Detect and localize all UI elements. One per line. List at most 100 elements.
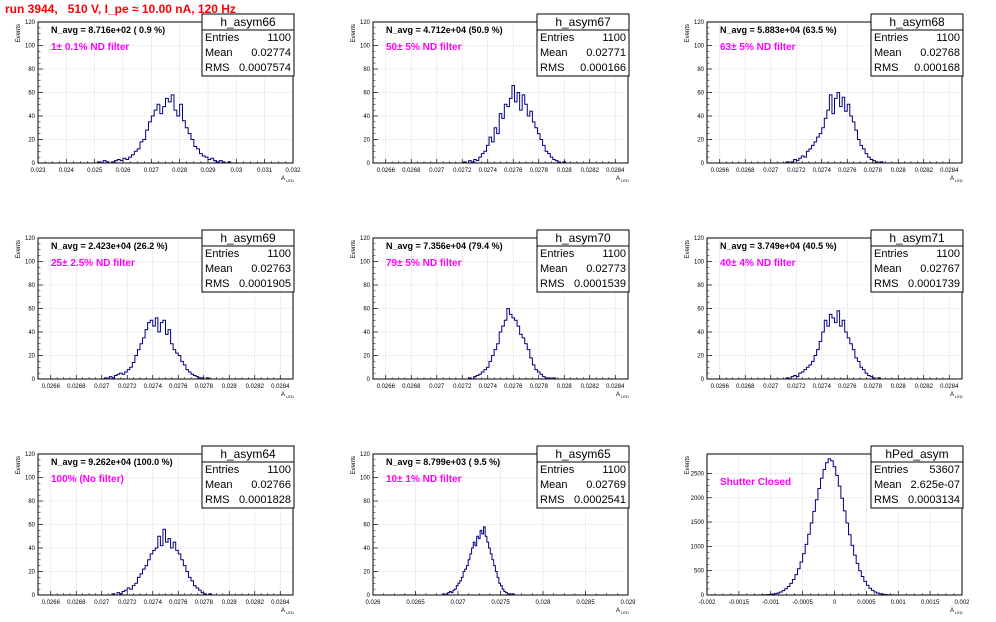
x-tick-label: 0.028 bbox=[172, 168, 188, 174]
filter-label: 10± 1% ND filter bbox=[386, 474, 462, 485]
histogram-panel-h_asym70: 0.0266 0.0268 0.027 0.0272 0.0274 0.0276 0.027… bbox=[343, 224, 633, 404]
x-axis-sublabel: LED bbox=[621, 178, 629, 183]
y-tick-label: 2500 bbox=[691, 471, 705, 477]
x-tick-label: 0.027 bbox=[763, 384, 779, 390]
stats-value: 0.02768 bbox=[920, 47, 960, 59]
filter-label: 100% (No filter) bbox=[51, 474, 124, 485]
x-tick-label: 0.0278 bbox=[530, 384, 549, 390]
x-tick-label: 0.0282 bbox=[246, 600, 265, 606]
x-tick-label: 0 bbox=[833, 600, 837, 606]
x-axis-sublabel: LED bbox=[621, 610, 629, 615]
y-tick-label: 40 bbox=[28, 330, 35, 336]
stats-key: RMS bbox=[540, 494, 564, 506]
x-tick-label: 0.0284 bbox=[606, 384, 625, 390]
y-axis-label: Events bbox=[16, 456, 22, 474]
x-tick-label: 0.027 bbox=[763, 168, 779, 174]
x-tick-label: 0.0268 bbox=[736, 384, 755, 390]
histogram-series bbox=[468, 308, 556, 380]
y-tick-label: 20 bbox=[363, 354, 370, 360]
x-tick-label: 0.027 bbox=[429, 168, 445, 174]
stats-box-frame bbox=[201, 13, 295, 77]
histogram-series bbox=[97, 94, 232, 164]
x-tick-label: 0.0268 bbox=[402, 384, 421, 390]
histogram-title: h_asym70 bbox=[555, 231, 611, 245]
histogram-chart: 0.0266 0.0268 0.027 0.0272 0.0274 0.0276 0.027… bbox=[685, 13, 964, 183]
y-tick-label: 100 bbox=[25, 476, 36, 482]
y-axis-label: Events bbox=[351, 456, 357, 474]
stats-box: h_asym70 Entries 1100 Mean 0.02773 RMS 0.00015… bbox=[536, 229, 630, 293]
y-tick-label: 1000 bbox=[691, 544, 705, 550]
stats-key: Mean bbox=[205, 263, 233, 275]
histogram-title: h_asym68 bbox=[889, 15, 945, 29]
x-tick-label: 0.0274 bbox=[144, 600, 163, 606]
navg-label: N_avg = 9.262e+04 (100.0 %) bbox=[51, 457, 173, 467]
x-tick-label: 0.027 bbox=[450, 600, 466, 606]
stats-box: hPed_asym Entries 53607 Mean 2.625e-07 RMS 0.0… bbox=[870, 445, 964, 509]
x-tick-label: 0.028 bbox=[891, 384, 907, 390]
stats-box: h_asym69 Entries 1100 Mean 0.02763 RMS 0.00019… bbox=[201, 229, 295, 293]
y-tick-label: 40 bbox=[697, 114, 704, 120]
histogram-series bbox=[756, 458, 898, 596]
x-tick-label: 0.027 bbox=[94, 384, 110, 390]
y-tick-label: 80 bbox=[28, 499, 35, 505]
x-tick-label: 0.0282 bbox=[915, 168, 934, 174]
y-axis-label: Events bbox=[16, 240, 22, 258]
stats-value: 1100 bbox=[267, 464, 291, 476]
x-tick-label: 0.0274 bbox=[479, 384, 498, 390]
x-tick-label: 0.0266 bbox=[377, 168, 396, 174]
stats-key: Mean bbox=[540, 479, 568, 491]
y-tick-label: 60 bbox=[363, 307, 370, 313]
x-tick-label: 0.0272 bbox=[118, 384, 137, 390]
stats-key: Entries bbox=[205, 464, 240, 476]
x-tick-label: 0.027 bbox=[429, 384, 445, 390]
histogram-panel-h_asym68: 0.0266 0.0268 0.027 0.0272 0.0274 0.0276 0.027… bbox=[677, 8, 967, 188]
x-tick-label: 0.0274 bbox=[813, 384, 832, 390]
stats-value: 1100 bbox=[936, 32, 960, 44]
x-tick-label: 0.031 bbox=[257, 168, 273, 174]
stats-box-frame bbox=[201, 229, 295, 293]
x-axis-sublabel: LED bbox=[955, 394, 963, 399]
x-tick-label: 0.0005 bbox=[857, 600, 876, 606]
stats-box: h_asym64 Entries 1100 Mean 0.02766 RMS 0.00018… bbox=[201, 445, 295, 509]
y-tick-label: 100 bbox=[360, 44, 371, 50]
y-tick-label: 0 bbox=[367, 593, 371, 599]
x-tick-label: 0.0268 bbox=[402, 168, 421, 174]
x-tick-label: 0.0266 bbox=[42, 600, 61, 606]
stats-box-frame bbox=[536, 229, 630, 293]
y-tick-label: 60 bbox=[363, 91, 370, 97]
y-tick-label: 120 bbox=[694, 20, 705, 26]
stats-value: 0.000166 bbox=[580, 62, 626, 74]
x-axis-label: A bbox=[616, 608, 620, 614]
histogram-chart: 0.0266 0.0268 0.027 0.0272 0.0274 0.0276 0.027… bbox=[351, 229, 630, 399]
filter-label: Shutter Closed bbox=[720, 477, 791, 488]
histogram-chart: 0.026 0.0265 0.027 0.0275 0.028 0.0285 0.029 0 2… bbox=[351, 445, 636, 615]
x-axis-sublabel: LED bbox=[286, 610, 294, 615]
y-tick-label: 0 bbox=[367, 161, 371, 167]
stats-value: 0.02766 bbox=[251, 479, 291, 491]
y-tick-label: 80 bbox=[697, 283, 704, 289]
stats-key: RMS bbox=[540, 278, 564, 290]
navg-label: N_avg = 3.749e+04 (40.5 %) bbox=[720, 241, 837, 251]
stats-key: RMS bbox=[205, 62, 229, 74]
x-tick-label: 0.026 bbox=[115, 168, 131, 174]
stats-value: 0.0003134 bbox=[908, 494, 960, 506]
y-axis-label: Events bbox=[351, 240, 357, 258]
y-tick-label: 80 bbox=[363, 283, 370, 289]
x-axis-sublabel: LED bbox=[955, 610, 963, 615]
stats-value: 1100 bbox=[267, 32, 291, 44]
y-tick-label: 80 bbox=[697, 67, 704, 73]
stats-value: 0.0001739 bbox=[908, 278, 960, 290]
histogram-series bbox=[442, 526, 515, 596]
filter-label: 79± 5% ND filter bbox=[386, 258, 462, 269]
y-tick-label: 120 bbox=[25, 236, 36, 242]
y-tick-label: 500 bbox=[694, 569, 705, 575]
x-tick-label: 0.001 bbox=[891, 600, 907, 606]
y-tick-label: 80 bbox=[363, 499, 370, 505]
x-axis-sublabel: LED bbox=[955, 178, 963, 183]
stats-key: Entries bbox=[874, 248, 909, 260]
stats-key: Mean bbox=[874, 263, 902, 275]
y-tick-label: 20 bbox=[363, 138, 370, 144]
stats-key: Mean bbox=[205, 479, 233, 491]
histogram-title: h_asym67 bbox=[555, 15, 611, 29]
histogram-panel-h_asym64: 0.0266 0.0268 0.027 0.0272 0.0274 0.0276 0.027… bbox=[8, 440, 298, 620]
